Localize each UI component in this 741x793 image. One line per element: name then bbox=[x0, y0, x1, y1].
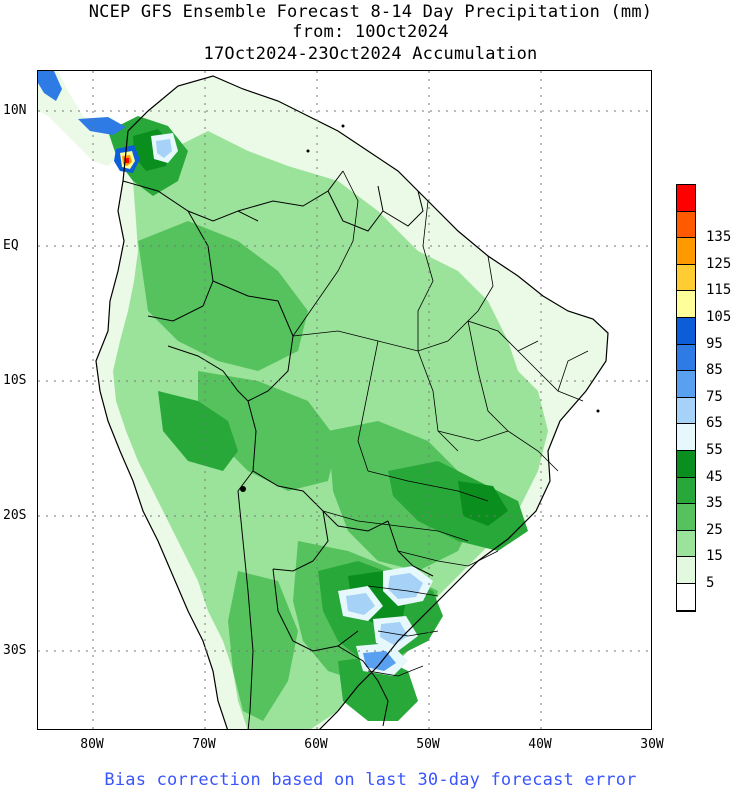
precip-75mm-zone-1 bbox=[363, 651, 396, 671]
country-borders bbox=[122, 170, 434, 729]
legend-swatch bbox=[677, 557, 695, 584]
forecast-issue-date: from: 10Oct2024 bbox=[292, 22, 449, 42]
legend-swatch bbox=[677, 344, 695, 372]
precip-65mm-zone-2 bbox=[346, 593, 375, 615]
legend-swatch bbox=[677, 530, 695, 558]
coastline bbox=[95, 75, 609, 729]
precip-35mm-zone-5 bbox=[338, 656, 418, 721]
lon-label-60w: 60W bbox=[304, 737, 328, 752]
lake-titicaca bbox=[240, 486, 246, 492]
precip-25mm-zone-2 bbox=[198, 371, 338, 491]
lon-label-50w: 50W bbox=[416, 737, 440, 752]
legend-label: 65 bbox=[706, 415, 723, 432]
legend-label: 5 bbox=[706, 575, 715, 591]
map-canvas bbox=[38, 71, 651, 729]
map-title: NCEP GFS Ensemble Forecast 8-14 Day Prec… bbox=[88, 2, 653, 22]
precip-35mm-zone-2 bbox=[158, 391, 238, 471]
legend-swatch bbox=[677, 211, 695, 239]
legend-swatch bbox=[677, 584, 695, 611]
legend-swatch bbox=[677, 238, 695, 265]
lat-label-30s: 30S bbox=[3, 643, 27, 658]
island-marker bbox=[306, 149, 310, 153]
precip-25mm-zone-5 bbox=[228, 571, 298, 721]
lat-label-10n: 10N bbox=[3, 103, 27, 118]
legend-swatch bbox=[677, 185, 695, 212]
lon-label-80w: 80W bbox=[80, 737, 104, 752]
lat-label-20s: 20S bbox=[3, 508, 27, 523]
island-marker bbox=[596, 409, 600, 413]
lon-label-70w: 70W bbox=[192, 737, 216, 752]
legend-swatch bbox=[677, 424, 695, 451]
bias-correction-note: Bias correction based on last 30-day for… bbox=[104, 770, 637, 790]
legend-label: 125 bbox=[706, 255, 732, 272]
lat-label-eq: EQ bbox=[3, 238, 19, 253]
caribbean-precip-streak bbox=[38, 71, 62, 101]
legend-label: 135 bbox=[706, 229, 732, 246]
legend-label: 105 bbox=[706, 309, 732, 325]
accumulation-period: 17Oct2024-23Oct2024 Accumulation bbox=[203, 44, 538, 64]
lon-label-30w: 30W bbox=[640, 737, 664, 752]
central-america-land bbox=[38, 71, 128, 166]
precip-legend-colorbar bbox=[676, 184, 696, 612]
legend-label: 115 bbox=[706, 282, 732, 299]
legend-label: 85 bbox=[706, 362, 723, 379]
legend-swatch bbox=[677, 371, 695, 398]
state-borders bbox=[292, 170, 589, 677]
legend-label: 45 bbox=[706, 468, 723, 485]
lon-label-40w: 40W bbox=[528, 737, 552, 752]
lat-label-10s: 10S bbox=[3, 373, 27, 388]
legend-swatch bbox=[677, 477, 695, 505]
caribbean-precip-streak-2 bbox=[78, 117, 126, 135]
legend-label: 55 bbox=[706, 442, 723, 458]
precip-25mm-zone-1 bbox=[138, 221, 308, 371]
precip-65mm-zone-4 bbox=[156, 139, 172, 158]
precip-35mm-zone-3 bbox=[388, 461, 528, 551]
precipitation-map bbox=[37, 70, 652, 730]
precip-65mm-zone-1 bbox=[388, 573, 423, 599]
legend-label: 15 bbox=[706, 548, 723, 565]
legend-label: 25 bbox=[706, 521, 723, 538]
grid-lines bbox=[38, 71, 651, 729]
legend-swatch bbox=[677, 397, 695, 425]
legend-swatch bbox=[677, 318, 695, 345]
legend-swatch bbox=[677, 504, 695, 531]
legend-label: 75 bbox=[706, 388, 723, 405]
legend-swatch bbox=[677, 291, 695, 318]
legend-label: 95 bbox=[706, 335, 723, 352]
legend-label: 35 bbox=[706, 495, 723, 512]
island-marker bbox=[341, 124, 345, 128]
precip-45mm-zone-3 bbox=[458, 481, 508, 526]
legend-swatch bbox=[677, 264, 695, 292]
legend-swatch bbox=[677, 451, 695, 478]
